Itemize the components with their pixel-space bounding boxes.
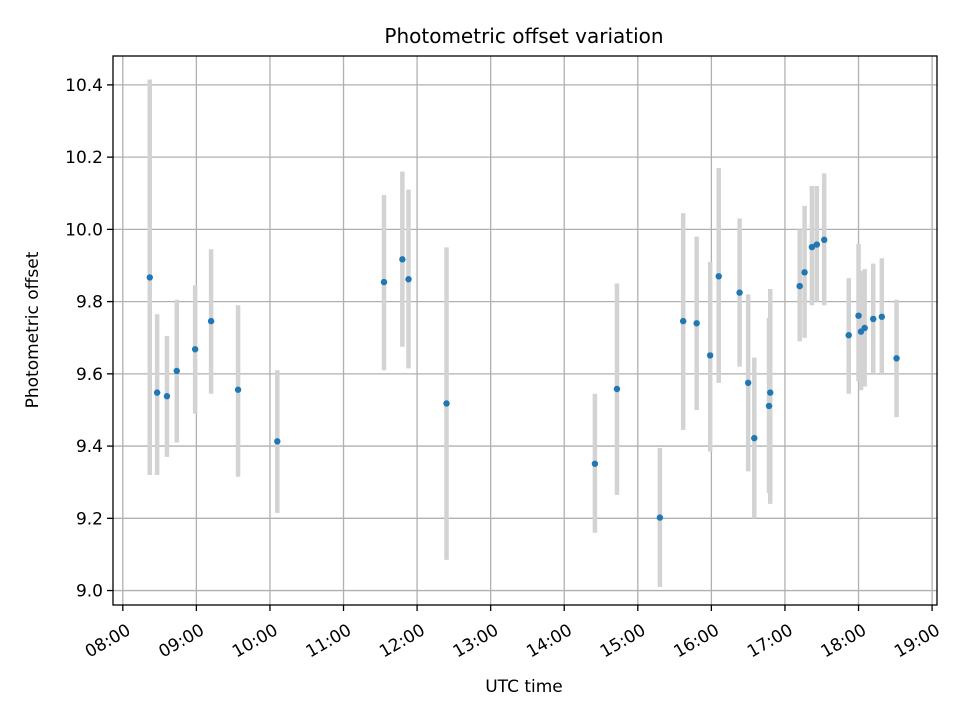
grid	[113, 56, 937, 605]
data-point	[173, 367, 180, 375]
data-point	[591, 460, 599, 467]
data-point	[820, 236, 828, 244]
data-point	[693, 320, 700, 327]
y-tick-label: 10.0	[65, 220, 103, 240]
data-point	[234, 386, 242, 393]
x-axis-title: UTC time	[485, 677, 563, 697]
plot-area-frame	[112, 55, 938, 606]
chart-title: Photometric offset variation	[384, 24, 663, 48]
data-point	[813, 241, 821, 248]
data-point	[613, 385, 621, 393]
y-tick-label: 9.8	[76, 293, 103, 313]
data-point	[153, 389, 161, 396]
data-point	[399, 256, 406, 263]
y-tick-label: 9.2	[76, 509, 103, 529]
data-point	[274, 438, 281, 445]
data-point	[855, 312, 862, 319]
data-point	[893, 355, 900, 362]
y-tick-label: 9.0	[76, 582, 103, 602]
data-point	[751, 434, 758, 442]
data-point	[808, 243, 816, 251]
data-point	[380, 278, 388, 286]
y-axis-title: Photometric offset	[23, 251, 43, 408]
data-point	[146, 274, 153, 281]
data-point	[744, 379, 752, 387]
data-point	[405, 276, 412, 283]
data-point	[679, 317, 687, 325]
data-point	[765, 402, 773, 410]
data-point	[861, 324, 868, 332]
y-tick-label: 9.6	[76, 365, 103, 385]
data-point	[207, 317, 215, 325]
data-point	[767, 389, 774, 396]
data-point	[706, 352, 714, 359]
data-point	[878, 313, 886, 320]
data-points	[146, 236, 900, 521]
data-point	[191, 346, 199, 353]
data-point	[656, 514, 664, 521]
data-point	[736, 289, 743, 296]
data-point	[715, 273, 722, 280]
data-point	[801, 269, 808, 276]
y-tick-label: 10.4	[65, 76, 103, 96]
data-point	[796, 282, 803, 290]
y-tick-label: 9.4	[76, 437, 103, 457]
data-point	[163, 393, 171, 400]
data-point	[845, 331, 852, 339]
y-tick-label: 10.2	[65, 148, 103, 168]
data-point	[443, 400, 450, 407]
data-point	[870, 315, 877, 323]
